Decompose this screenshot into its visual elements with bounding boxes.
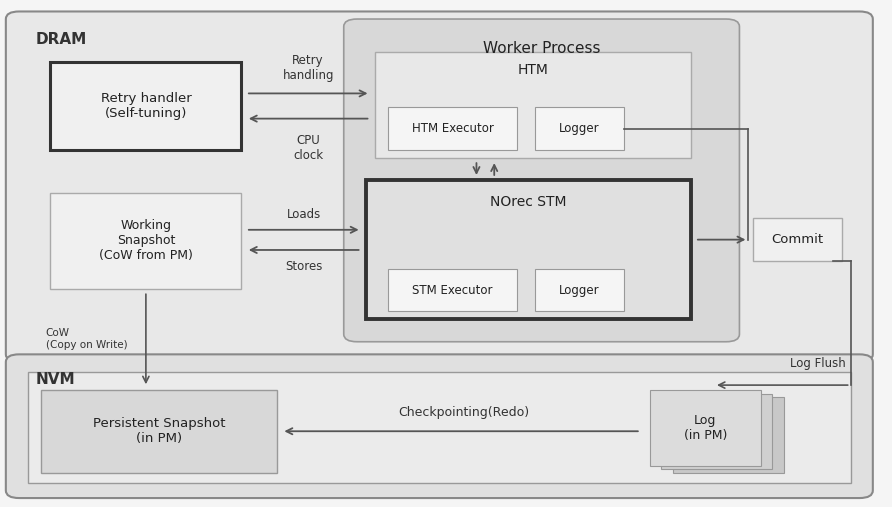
FancyBboxPatch shape <box>366 180 690 319</box>
Text: Working
Snapshot
(CoW from PM): Working Snapshot (CoW from PM) <box>99 220 193 263</box>
Text: Logger: Logger <box>559 283 599 297</box>
FancyBboxPatch shape <box>673 397 784 473</box>
Text: Commit: Commit <box>772 233 823 246</box>
Text: Retry handler
(Self-tuning): Retry handler (Self-tuning) <box>101 92 191 120</box>
Text: Checkpointing(Redo): Checkpointing(Redo) <box>398 406 529 419</box>
Text: HTM: HTM <box>517 63 549 77</box>
Text: HTM Executor: HTM Executor <box>412 122 493 135</box>
FancyBboxPatch shape <box>661 393 772 469</box>
Text: DRAM: DRAM <box>35 31 87 47</box>
FancyBboxPatch shape <box>28 372 851 483</box>
Text: NOrec STM: NOrec STM <box>490 195 566 208</box>
Text: Log Flush: Log Flush <box>790 357 847 370</box>
Text: Log
(in PM): Log (in PM) <box>683 414 727 442</box>
Text: Persistent Snapshot
(in PM): Persistent Snapshot (in PM) <box>93 417 226 445</box>
Text: CoW
(Copy on Write): CoW (Copy on Write) <box>45 329 128 350</box>
FancyBboxPatch shape <box>6 12 873 362</box>
Text: Stores: Stores <box>285 260 322 273</box>
FancyBboxPatch shape <box>343 19 739 342</box>
Text: CPU
clock: CPU clock <box>293 134 323 162</box>
FancyBboxPatch shape <box>753 218 842 261</box>
Text: Worker Process: Worker Process <box>483 41 600 56</box>
Text: STM Executor: STM Executor <box>412 283 493 297</box>
FancyBboxPatch shape <box>388 107 517 150</box>
Text: Loads: Loads <box>286 208 321 221</box>
FancyBboxPatch shape <box>50 62 242 150</box>
FancyBboxPatch shape <box>50 193 242 289</box>
FancyBboxPatch shape <box>6 354 873 498</box>
Text: Retry
handling: Retry handling <box>283 54 334 82</box>
FancyBboxPatch shape <box>535 269 624 311</box>
FancyBboxPatch shape <box>388 269 517 311</box>
Text: NVM: NVM <box>35 372 75 387</box>
Text: Logger: Logger <box>559 122 599 135</box>
FancyBboxPatch shape <box>375 52 690 158</box>
FancyBboxPatch shape <box>649 390 761 466</box>
FancyBboxPatch shape <box>41 390 277 473</box>
FancyBboxPatch shape <box>535 107 624 150</box>
